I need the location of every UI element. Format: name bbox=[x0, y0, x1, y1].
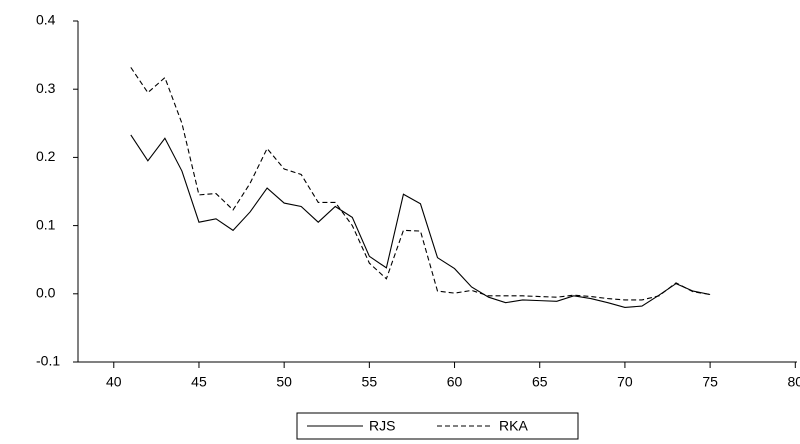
y-tick-label: 0.0 bbox=[36, 285, 56, 301]
y-tick-label: -0.1 bbox=[36, 353, 60, 369]
x-tick-label: 65 bbox=[532, 374, 548, 390]
x-tick-label: 70 bbox=[617, 374, 633, 390]
y-tick-label: 0.3 bbox=[36, 80, 56, 96]
legend-label: RKA bbox=[499, 418, 528, 434]
x-tick-label: 45 bbox=[191, 374, 207, 390]
y-tick-label: 0.1 bbox=[36, 216, 56, 232]
series-line bbox=[130, 67, 711, 301]
x-tick-label: 80 bbox=[788, 374, 800, 390]
x-tick-label: 60 bbox=[447, 374, 463, 390]
series-line bbox=[130, 134, 711, 308]
x-tick-label: 75 bbox=[702, 374, 718, 390]
legend-label: RJS bbox=[369, 418, 395, 434]
x-tick-label: 50 bbox=[276, 374, 292, 390]
x-tick-label: 40 bbox=[106, 374, 122, 390]
y-tick-label: 0.4 bbox=[36, 12, 56, 28]
x-tick-label: 55 bbox=[362, 374, 378, 390]
y-tick-label: 0.2 bbox=[36, 148, 56, 164]
